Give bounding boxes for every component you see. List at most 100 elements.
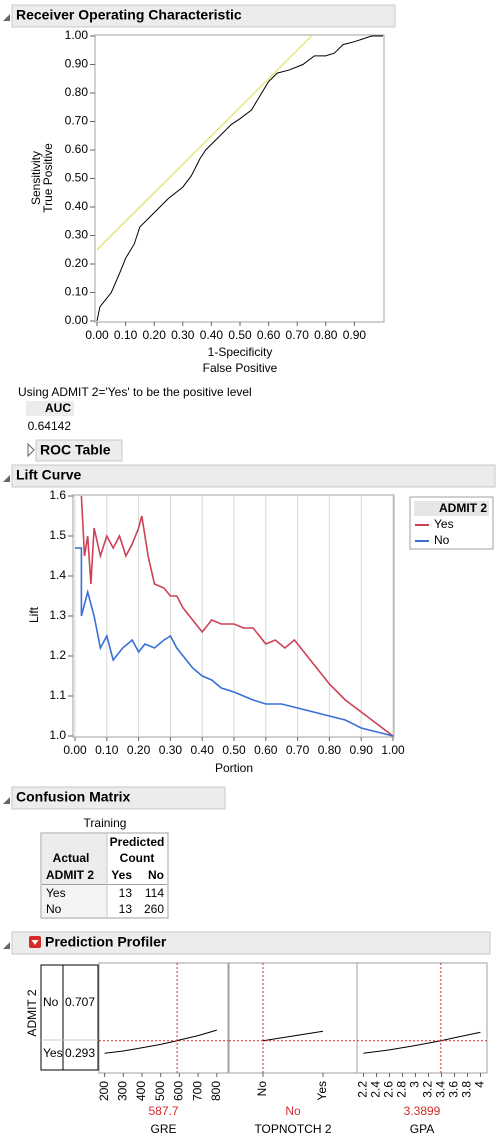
x-tick-label: 2.8 — [395, 1081, 409, 1098]
x-tick-label: 0.10 — [114, 328, 138, 342]
disclosure-icon[interactable] — [3, 797, 10, 804]
x-tick-label: 3.2 — [421, 1081, 435, 1098]
y-axis-title: Lift — [27, 606, 41, 623]
x-tick-label: 0.70 — [286, 743, 310, 757]
x-tick-label: 0.90 — [343, 328, 367, 342]
level-value: 0.293 — [65, 1046, 95, 1060]
level-value: 0.707 — [65, 995, 95, 1009]
x-tick-label: 4 — [473, 1081, 487, 1088]
table-label-column — [42, 885, 107, 917]
profile-panel — [98, 962, 229, 1074]
x-axis-title: False Positive — [203, 361, 278, 375]
y-tick-label: 0.40 — [65, 199, 89, 213]
note: Using ADMIT 2='Yes' to be the positive l… — [18, 385, 252, 399]
factor-name: TOPNOTCH 2 — [254, 1122, 331, 1136]
cell-value: 114 — [145, 886, 164, 900]
y-tick-label: 0.20 — [65, 256, 89, 270]
disclosure-icon[interactable] — [3, 14, 10, 21]
x-tick-label: 0.40 — [191, 743, 215, 757]
legend-label: Yes — [434, 517, 454, 531]
x-tick-label: 0.60 — [254, 743, 278, 757]
response-title: ADMIT 2 — [25, 989, 39, 1036]
section-title: Receiver Operating Characteristic — [16, 7, 242, 23]
y-tick-label: 0.80 — [65, 85, 89, 99]
table-label-column — [42, 834, 107, 884]
x-tick-label: 0.20 — [143, 328, 167, 342]
reference-line — [96, 35, 312, 251]
response-box — [40, 964, 99, 1071]
plot-frame — [94, 34, 385, 323]
section-title: ROC Table — [40, 442, 111, 458]
y-tick-label: 0.90 — [65, 57, 89, 71]
y-tick-label: 1.2 — [49, 648, 66, 662]
cell-value: 260 — [144, 902, 164, 916]
y-tick-label: 1.00 — [65, 28, 89, 42]
current-value: 587.7 — [148, 1104, 178, 1118]
x-tick-label: 200 — [97, 1081, 111, 1101]
series-line — [80, 495, 394, 737]
table-caption: Training — [84, 816, 127, 830]
row-group-header: Actual — [53, 851, 90, 865]
section-header[interactable] — [35, 439, 123, 462]
y-tick-label: 0.00 — [65, 313, 89, 327]
column-header: No — [148, 868, 164, 882]
y-tick-label: 1.0 — [49, 728, 66, 742]
x-tick-label: 0.90 — [350, 743, 374, 757]
x-tick-label: 0.00 — [85, 328, 109, 342]
auc-label: AUC — [45, 401, 71, 415]
disclosure-icon[interactable] — [3, 475, 10, 482]
y-tick-label: 0.10 — [65, 285, 89, 299]
row-variable: ADMIT 2 — [46, 868, 94, 882]
auc-header-cell — [26, 401, 74, 416]
x-tick-label: 2.4 — [369, 1081, 383, 1098]
section-header[interactable] — [11, 786, 226, 810]
section-header[interactable] — [11, 931, 491, 955]
x-tick-label: 0.20 — [127, 743, 151, 757]
y-tick-label: 1.5 — [49, 528, 66, 542]
x-tick-label: No — [255, 1081, 269, 1097]
x-tick-label: 0.70 — [286, 328, 310, 342]
x-tick-label: 0.10 — [95, 743, 119, 757]
section-title: Prediction Profiler — [45, 934, 167, 950]
y-tick-label: 0.50 — [65, 171, 89, 185]
y-tick-label: 1.6 — [49, 488, 66, 502]
y-tick-label: 0.30 — [65, 228, 89, 242]
factor-name: GRE — [150, 1122, 176, 1136]
column-group-header: Predicted — [110, 835, 165, 849]
x-tick-label: 0.40 — [200, 328, 224, 342]
x-tick-label: 400 — [134, 1081, 148, 1101]
current-value: No — [285, 1104, 301, 1118]
cell-value: 13 — [119, 886, 133, 900]
level-label: Yes — [43, 1046, 63, 1060]
profile-panel — [356, 962, 488, 1074]
x-tick-label: 600 — [172, 1081, 186, 1101]
auc-value: 0.64142 — [28, 419, 72, 433]
legend-title: ADMIT 2 — [439, 501, 487, 515]
menu-arrow — [31, 940, 39, 945]
section-header[interactable] — [11, 464, 496, 488]
x-tick-label: Yes — [315, 1081, 329, 1101]
cell-value: 13 — [119, 902, 133, 916]
x-tick-label: 300 — [115, 1081, 129, 1101]
x-tick-label: 3.6 — [447, 1081, 461, 1098]
disclosure-icon[interactable] — [27, 442, 35, 458]
factor-name: GPA — [410, 1122, 434, 1136]
x-tick-label: 2.6 — [382, 1081, 396, 1098]
section-header[interactable] — [11, 4, 396, 28]
x-tick-label: 3.4 — [434, 1081, 448, 1098]
x-tick-label: 700 — [190, 1081, 204, 1101]
profile-curve — [262, 1030, 324, 1042]
x-tick-label: 800 — [209, 1081, 223, 1101]
disclosure-icon[interactable] — [3, 942, 10, 949]
legend-label: No — [434, 533, 450, 547]
y-tick-label: 0.60 — [65, 142, 89, 156]
row-label: Yes — [46, 886, 66, 900]
x-tick-label: 0.60 — [257, 328, 281, 342]
profile-panel — [228, 962, 358, 1074]
x-tick-label: 500 — [153, 1081, 167, 1101]
column-header: Yes — [111, 868, 132, 882]
current-value: 3.3899 — [404, 1104, 441, 1118]
x-tick-label: 0.30 — [171, 328, 195, 342]
x-tick-label: 0.80 — [318, 743, 342, 757]
